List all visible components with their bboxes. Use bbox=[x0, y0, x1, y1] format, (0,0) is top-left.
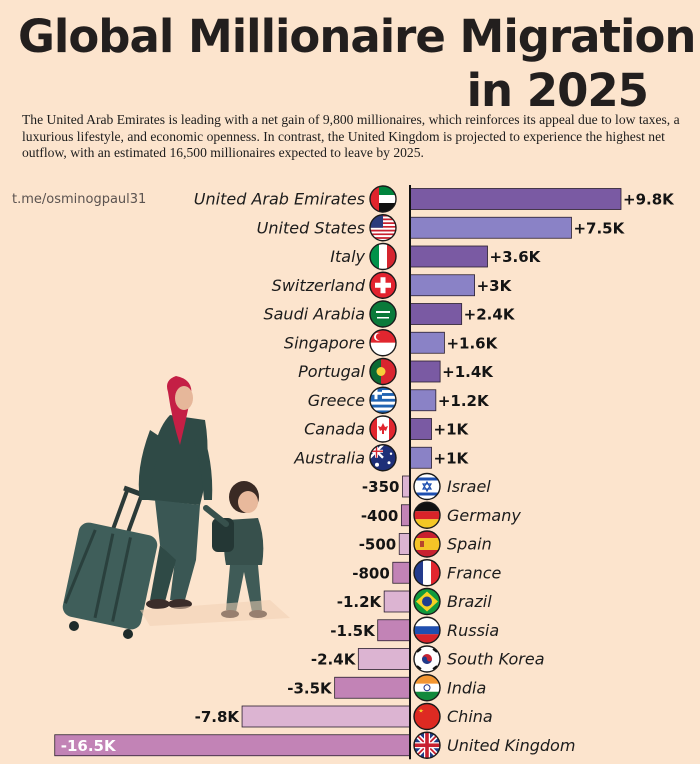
flag-india-icon bbox=[413, 674, 441, 702]
bar-saudi-arabia bbox=[409, 303, 463, 325]
value-label-switzerland: +3K bbox=[477, 277, 513, 295]
flag-singapore-icon bbox=[369, 329, 397, 357]
bar-brazil bbox=[383, 590, 411, 613]
value-label-united-kingdom: -16.5K bbox=[61, 737, 117, 755]
bars-group bbox=[54, 188, 622, 757]
country-label-saudi-arabia: Saudi Arabia bbox=[263, 305, 365, 324]
flag-greece-icon bbox=[369, 386, 397, 414]
value-label-italy: +3.6K bbox=[490, 248, 542, 266]
country-label-south-korea: South Korea bbox=[447, 650, 545, 669]
value-label-united-states: +7.5K bbox=[573, 219, 625, 237]
value-label-saudi-arabia: +2.4K bbox=[464, 306, 516, 324]
country-label-singapore: Singapore bbox=[284, 333, 365, 352]
flag-uk-icon bbox=[413, 731, 441, 759]
country-label-france: France bbox=[447, 563, 502, 582]
bar-spain bbox=[398, 533, 411, 555]
value-label-russia: -1.5K bbox=[330, 622, 376, 640]
flags-group bbox=[369, 185, 441, 759]
flag-south-korea-icon bbox=[413, 645, 441, 673]
bar-singapore bbox=[409, 331, 445, 354]
page-title-year: in 2025 bbox=[466, 64, 649, 117]
flag-canada-icon bbox=[369, 415, 397, 443]
bar-switzerland bbox=[409, 274, 475, 297]
child-figure-icon bbox=[203, 481, 267, 618]
value-label-south-korea: -2.4K bbox=[311, 651, 357, 669]
value-label-china: -7.8K bbox=[195, 708, 241, 726]
bar-india bbox=[334, 676, 411, 699]
country-label-switzerland: Switzerland bbox=[272, 276, 366, 295]
value-label-canada: +1K bbox=[434, 421, 470, 439]
bar-israel bbox=[402, 475, 411, 498]
flag-uae-icon bbox=[369, 185, 397, 213]
bar-australia bbox=[409, 446, 432, 469]
country-label-greece: Greece bbox=[308, 391, 365, 410]
flag-italy-icon bbox=[369, 242, 397, 271]
flag-russia-icon bbox=[413, 616, 441, 644]
country-label-united-states: United States bbox=[257, 218, 365, 237]
flag-france-icon bbox=[413, 559, 441, 587]
flag-israel-icon bbox=[413, 472, 441, 501]
flag-portugal-icon bbox=[369, 357, 397, 386]
country-label-china: China bbox=[447, 707, 493, 726]
bar-germany bbox=[400, 504, 411, 527]
flag-spain-icon bbox=[413, 530, 441, 558]
bar-canada bbox=[409, 418, 432, 440]
bar-united-states bbox=[409, 216, 572, 239]
value-label-brazil: -1.2K bbox=[337, 593, 383, 611]
flag-germany-icon bbox=[413, 501, 441, 529]
flag-usa-icon bbox=[369, 214, 397, 242]
bar-china bbox=[241, 705, 411, 728]
flag-australia-icon bbox=[369, 444, 397, 472]
bar-russia bbox=[377, 619, 411, 642]
page-title: Global Millionaire Migration bbox=[18, 10, 696, 63]
country-label-united-kingdom: United Kingdom bbox=[447, 736, 575, 755]
bar-france bbox=[392, 561, 411, 584]
value-label-united-arab-emirates: +9.8K bbox=[623, 191, 675, 209]
country-label-canada: Canada bbox=[304, 420, 365, 439]
flag-brazil-icon bbox=[413, 587, 441, 616]
value-label-australia: +1K bbox=[434, 449, 470, 467]
bar-italy bbox=[409, 245, 488, 268]
bar-portugal bbox=[409, 360, 441, 383]
value-label-israel: -350 bbox=[362, 478, 400, 496]
bar-greece bbox=[409, 389, 437, 412]
country-label-russia: Russia bbox=[447, 621, 499, 640]
labels-group: +9.8K United Arab Emirates +7.5K United Sta… bbox=[61, 190, 675, 755]
flag-china-icon bbox=[413, 702, 441, 731]
country-label-australia: Australia bbox=[293, 448, 365, 467]
watermark-link[interactable]: t.me/osminogpaul31 bbox=[12, 192, 147, 207]
value-label-singapore: +1.6K bbox=[446, 334, 498, 352]
country-label-brazil: Brazil bbox=[447, 592, 492, 611]
country-label-united-arab-emirates: United Arab Emirates bbox=[194, 190, 365, 209]
country-label-india: India bbox=[447, 678, 486, 697]
flag-saudi-arabia-icon bbox=[369, 300, 397, 328]
value-label-germany: -400 bbox=[361, 507, 399, 525]
bar-south-korea bbox=[357, 648, 411, 670]
value-label-spain: -500 bbox=[359, 536, 397, 554]
value-label-india: -3.5K bbox=[287, 679, 333, 697]
value-label-portugal: +1.4K bbox=[442, 363, 494, 381]
country-label-germany: Germany bbox=[447, 506, 521, 525]
country-label-italy: Italy bbox=[330, 247, 365, 266]
bar-united-arab-emirates bbox=[409, 188, 622, 210]
value-label-greece: +1.2K bbox=[438, 392, 490, 410]
country-label-spain: Spain bbox=[447, 535, 492, 554]
flag-switzerland-icon bbox=[369, 271, 397, 299]
suitcase-icon bbox=[62, 485, 158, 639]
family-traveling-with-suitcase-icon bbox=[62, 376, 290, 639]
country-label-israel: Israel bbox=[447, 477, 491, 496]
woman-figure-icon bbox=[138, 376, 213, 609]
country-label-portugal: Portugal bbox=[298, 362, 365, 381]
value-label-france: -800 bbox=[352, 564, 390, 582]
subtitle-paragraph: The United Arab Emirates is leading with… bbox=[22, 112, 680, 160]
